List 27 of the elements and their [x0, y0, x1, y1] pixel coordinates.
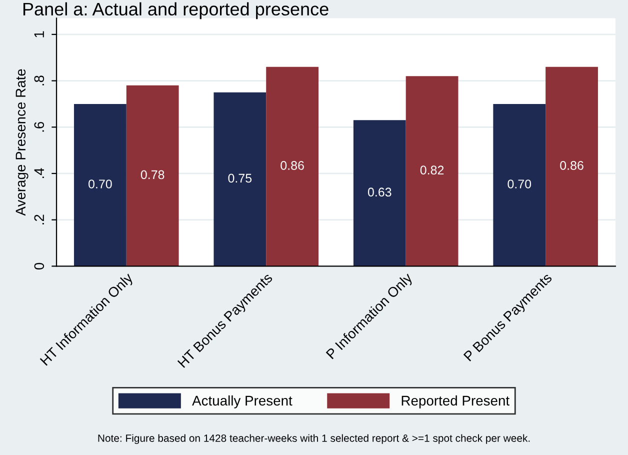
y-axis-title: Average Presence Rate — [16, 69, 28, 216]
y-tick-label: .8 — [34, 76, 44, 86]
bar — [353, 120, 406, 266]
bar — [74, 104, 126, 266]
legend-label: Actually Present — [192, 395, 292, 408]
bar — [126, 85, 179, 266]
data-label: 0.86 — [280, 161, 304, 170]
y-tick-label: .2 — [34, 214, 44, 224]
y-tick-label: 0 — [34, 262, 44, 270]
data-label: 0.70 — [88, 180, 112, 188]
bar — [214, 92, 266, 266]
y-tick-label: .4 — [34, 168, 44, 178]
bar — [266, 66, 319, 266]
data-label: 0.82 — [420, 166, 444, 175]
bar — [546, 66, 598, 266]
bar — [406, 76, 458, 266]
data-label: 0.63 — [368, 188, 392, 197]
bar — [493, 104, 546, 266]
chart-title: Panel a: Actual and reported presence — [23, 2, 328, 20]
legend-label: Reported Present — [402, 395, 510, 408]
data-label: 0.75 — [228, 174, 252, 183]
data-label: 0.78 — [140, 170, 164, 180]
y-tick-label: 1 — [34, 31, 44, 38]
text: Note: Figure based on 1428 teacher-weeks with 1 selected report & >=1 spot check per week. — [98, 434, 530, 444]
y-tick-label: .6 — [34, 122, 44, 132]
data-label: 0.86 — [560, 161, 584, 170]
data-label: 0.70 — [508, 180, 532, 188]
